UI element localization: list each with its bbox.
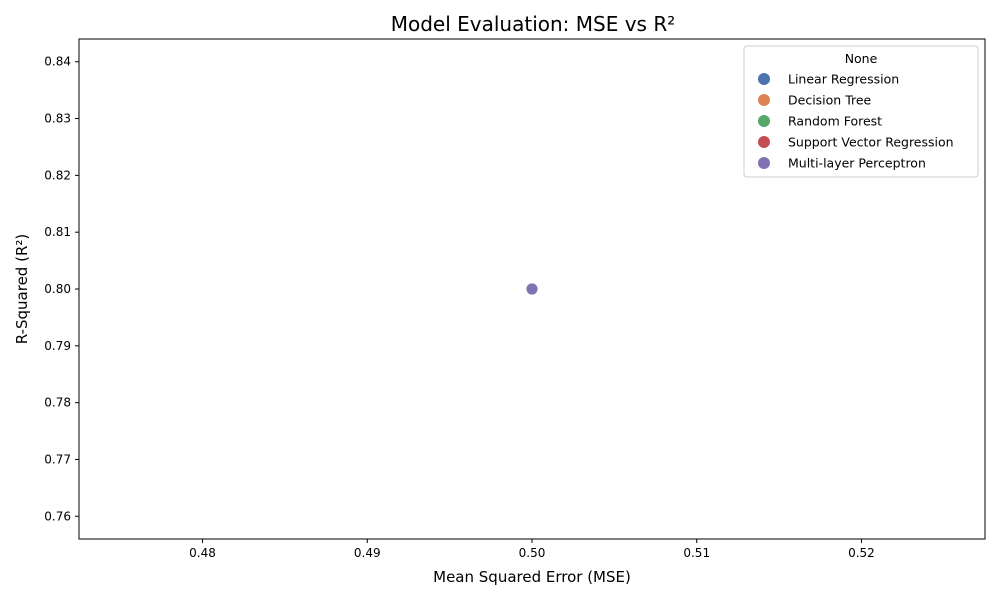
legend-box	[743, 45, 979, 178]
x-tick-label: 0.51	[683, 546, 710, 560]
legend-entry-label: Linear Regression	[788, 72, 899, 87]
legend-marker	[758, 94, 770, 106]
y-tick-label: 0.81	[44, 225, 71, 239]
legend-entry-label: Support Vector Regression	[788, 135, 954, 150]
legend-entry-label: Random Forest	[788, 114, 882, 129]
y-tick-label: 0.77	[44, 452, 71, 466]
y-tick-label: 0.80	[44, 282, 71, 296]
y-tick-label: 0.84	[44, 55, 71, 69]
y-axis-ticks: 0.76 0.77 0.78 0.79 0.80 0.81 0.82 0.83 0.84	[44, 55, 79, 523]
y-tick-label: 0.76	[44, 509, 71, 523]
legend-marker	[758, 73, 770, 85]
y-axis-label: R-Squared (R²)	[13, 234, 31, 344]
legend-marker	[758, 115, 770, 127]
legend: None Linear Regression Decision Tree Random…	[743, 45, 979, 178]
legend-entry-label: Multi-layer Perceptron	[788, 156, 926, 171]
legend-marker	[758, 136, 770, 148]
y-tick-label: 0.82	[44, 168, 71, 182]
x-tick-label: 0.49	[354, 546, 381, 560]
x-tick-label: 0.52	[848, 546, 875, 560]
x-tick-label: 0.48	[189, 546, 216, 560]
y-tick-label: 0.79	[44, 339, 71, 353]
y-tick-label: 0.83	[44, 112, 71, 126]
x-axis-ticks: 0.48 0.49 0.50 0.51 0.52	[189, 539, 875, 560]
data-points	[525, 282, 539, 296]
data-point	[525, 282, 539, 296]
x-tick-label: 0.50	[519, 546, 546, 560]
chart-title: Model Evaluation: MSE vs R²	[391, 12, 676, 36]
legend-title: None	[845, 51, 878, 66]
legend-marker	[758, 157, 770, 169]
y-tick-label: 0.78	[44, 396, 71, 410]
legend-entry-label: Decision Tree	[788, 93, 872, 108]
x-axis-label: Mean Squared Error (MSE)	[433, 568, 631, 586]
